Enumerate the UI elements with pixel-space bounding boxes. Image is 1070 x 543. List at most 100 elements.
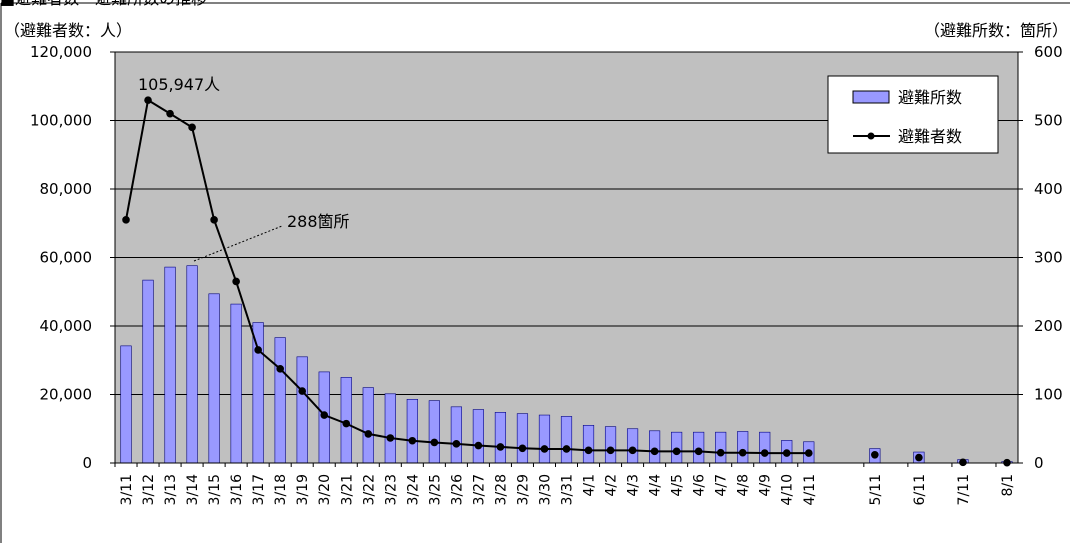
evacuees-point xyxy=(342,419,351,428)
x-tick-label: 4/3 xyxy=(626,474,642,497)
shelter-bar xyxy=(582,425,595,464)
x-tick-label: 3/15 xyxy=(207,474,223,505)
legend-line-marker xyxy=(867,132,875,140)
x-tick-label: 4/8 xyxy=(736,474,752,497)
x-axis-ticks: 3/11 3/12 3/13 3/14 3/15 3/16 3/17 3/18 3/19 3/20… xyxy=(114,463,1016,506)
y-left-tick-label: 80,000 xyxy=(40,180,93,198)
evacuees-point xyxy=(474,441,483,450)
evacuees-point xyxy=(694,447,703,456)
evacuees-point xyxy=(871,450,879,459)
x-tick-label: 3/12 xyxy=(141,474,157,505)
evacuees-point xyxy=(430,438,439,447)
shelter-bar xyxy=(538,414,551,464)
evacuees-point xyxy=(188,123,196,132)
shelter-bar xyxy=(472,409,484,464)
evacuees-point xyxy=(364,430,373,438)
x-tick-label: 3/14 xyxy=(185,474,201,506)
x-tick-label: 3/21 xyxy=(339,474,355,505)
x-tick-label: 3/26 xyxy=(449,474,465,506)
evacuees-point xyxy=(276,365,284,373)
shelter-bar xyxy=(715,431,727,464)
x-tick-label: 6/11 xyxy=(912,474,928,505)
evacuees-point xyxy=(650,447,659,456)
shelter-bar xyxy=(384,393,396,464)
evacuees-point xyxy=(122,216,130,224)
x-tick-label: 3/16 xyxy=(229,474,245,506)
legend-label-evacuees: 避難者数 xyxy=(898,127,962,146)
evacuees-point xyxy=(232,277,240,286)
x-tick-label: 3/30 xyxy=(537,474,553,505)
right-axis-unit: （避難所数：箇所） xyxy=(924,21,1068,40)
x-tick-label: 3/28 xyxy=(493,474,509,505)
evacuees-point xyxy=(716,448,725,457)
shelter-bar xyxy=(406,398,418,464)
evacuees-point xyxy=(452,440,461,448)
chart-header-title: ■避難者数・避難所数の推移 xyxy=(0,0,207,8)
evacuees-point xyxy=(606,446,615,455)
x-tick-label: 3/18 xyxy=(273,474,289,505)
y-right-tick-label: 0 xyxy=(1034,454,1044,472)
x-tick-label: 3/25 xyxy=(427,474,443,505)
evacuees-point xyxy=(915,453,923,462)
evacuees-point xyxy=(760,449,769,457)
y-right-tick-label: 200 xyxy=(1034,317,1063,335)
x-tick-label: 3/22 xyxy=(361,474,377,505)
shelter-bar xyxy=(164,266,176,464)
legend-label-shelters: 避難所数 xyxy=(898,88,962,107)
evacuees-point xyxy=(562,445,571,453)
evacuees-point xyxy=(496,443,505,451)
y-right-tick-label: 500 xyxy=(1034,112,1063,130)
shelter-bar xyxy=(450,406,462,464)
y-left-tick-label: 120,000 xyxy=(30,43,92,61)
evacuees-point xyxy=(166,109,174,118)
x-tick-label: 4/4 xyxy=(648,474,664,497)
shelter-bar xyxy=(120,345,132,464)
left-axis-unit: （避難者数：人） xyxy=(4,21,132,40)
x-tick-label: 3/17 xyxy=(251,474,267,505)
y-right-tick-label: 100 xyxy=(1034,386,1063,404)
shelter-bar xyxy=(274,337,286,464)
x-tick-label: 4/6 xyxy=(692,474,708,497)
evacuees-point xyxy=(738,448,747,457)
x-tick-label: 3/11 xyxy=(119,474,135,505)
shelter-bar xyxy=(759,431,771,464)
shelter-bar xyxy=(494,412,507,464)
shelter-bar xyxy=(626,428,639,464)
shelter-bar xyxy=(296,356,308,464)
evacuees-point xyxy=(254,346,262,354)
evacuees-point xyxy=(782,449,791,457)
shelter-bar xyxy=(428,400,440,464)
x-tick-label: 3/31 xyxy=(560,474,576,505)
y-right-tick-label: 600 xyxy=(1034,43,1063,61)
evacuees-point xyxy=(320,411,329,419)
x-tick-label: 3/24 xyxy=(405,474,421,506)
x-tick-label: 3/23 xyxy=(383,474,399,505)
evacuees-point xyxy=(672,447,681,456)
y-axis-ticks: 0 0 20,000 100 40,000 200 60,000 300 80,000 400 10… xyxy=(30,43,1063,472)
evacuees-point xyxy=(298,387,307,395)
x-tick-label: 4/2 xyxy=(604,474,620,497)
evacuees-point xyxy=(584,446,593,455)
shelter-bar xyxy=(362,387,374,464)
x-tick-label: 4/10 xyxy=(780,474,796,505)
evacuees-point xyxy=(959,458,967,467)
y-left-tick-label: 0 xyxy=(82,454,92,472)
legend-box xyxy=(827,75,999,154)
legend-bar-swatch xyxy=(852,90,890,104)
evacuees-point xyxy=(408,436,417,445)
x-tick-label: 4/7 xyxy=(714,474,730,497)
shelter-bar xyxy=(186,265,198,464)
shelter-bar xyxy=(516,413,529,464)
line-series xyxy=(122,96,1011,467)
shelter-bar xyxy=(737,431,749,464)
x-tick-label: 4/5 xyxy=(670,474,686,497)
evacuees-point xyxy=(210,216,218,224)
evacuees-point xyxy=(628,446,637,455)
shelter-bar xyxy=(649,430,661,464)
shelter-bar xyxy=(560,416,573,464)
x-tick-label: 4/9 xyxy=(758,474,774,497)
x-tick-label: 3/27 xyxy=(471,474,487,505)
shelter-bar xyxy=(208,293,220,464)
y-right-tick-label: 300 xyxy=(1034,249,1063,267)
